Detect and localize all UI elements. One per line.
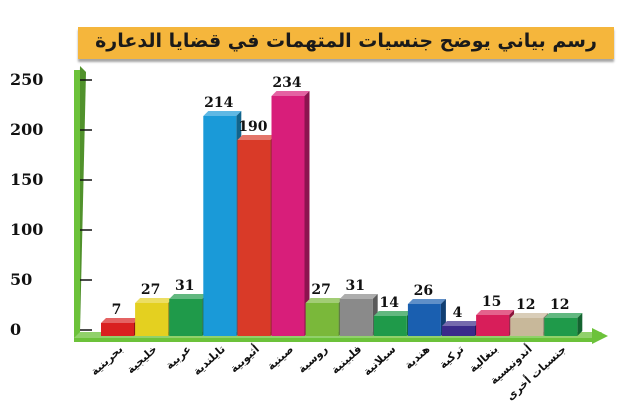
bar	[203, 116, 237, 336]
x-axis	[74, 338, 596, 342]
bar-value-label: 27	[311, 282, 330, 298]
bar-value-label: 190	[238, 119, 267, 135]
y-tick-label: 100	[10, 220, 43, 239]
bar-top	[442, 321, 480, 326]
bar-value-label: 15	[482, 294, 501, 310]
bar-top	[339, 294, 378, 299]
category-label: صينية	[264, 343, 296, 373]
bar	[237, 140, 271, 336]
bar-value-label: 4	[453, 305, 463, 321]
y-tick-label: 200	[10, 120, 43, 139]
bar-top	[237, 135, 276, 140]
bar-value-label: 26	[414, 283, 433, 299]
bar-top	[135, 298, 174, 303]
y-axis	[74, 70, 80, 338]
y-tick-label: 50	[10, 270, 32, 289]
category-label: تركية	[437, 343, 467, 372]
bar-value-label: 31	[175, 278, 194, 294]
bar-side	[577, 313, 583, 336]
category-label: جنسيات أخرى	[503, 342, 569, 403]
bar-value-label: 7	[112, 302, 122, 318]
x-axis-arrow	[592, 328, 608, 344]
bar-value-label: 27	[141, 282, 160, 298]
category-label: هندية	[402, 343, 432, 372]
category-label: فلبينية	[329, 343, 365, 377]
bar-top	[101, 318, 139, 323]
category-label: روسية	[295, 343, 330, 376]
category-label: خليجية	[124, 343, 159, 377]
bar-value-label: 14	[380, 295, 400, 311]
bar-top	[271, 91, 310, 96]
bar-value-label: 12	[550, 297, 569, 313]
bar-side	[304, 91, 310, 336]
bar-top	[476, 310, 515, 315]
bar	[544, 318, 578, 336]
label-layer: 7 بحرينية 27 خليجية 31 عربية 214 تايلندية 190 أثي…	[88, 75, 569, 403]
bar-top	[510, 313, 549, 318]
bar	[442, 326, 475, 336]
y-tick-label: 0	[10, 320, 21, 339]
bar-value-label: 214	[204, 95, 233, 111]
bar-top	[544, 313, 583, 318]
y-tick-label: 250	[10, 70, 43, 89]
bar	[135, 303, 169, 336]
y-tick-label: 150	[10, 170, 43, 189]
category-label: تايلندية	[190, 343, 227, 378]
bar	[407, 304, 441, 336]
bar-value-label: 31	[345, 278, 364, 294]
bar	[101, 323, 134, 336]
bar-value-label: 234	[272, 75, 301, 91]
category-label: عربية	[163, 343, 194, 373]
chart-title-banner: رسم بياني يوضح جنسيات المتهمات في قضايا …	[78, 27, 614, 59]
bar-top	[407, 299, 446, 304]
bar-layer	[101, 91, 583, 336]
bar	[271, 96, 305, 336]
bar-top	[203, 111, 242, 116]
bar	[305, 303, 339, 336]
chart-title: رسم بياني يوضح جنسيات المتهمات في قضايا …	[95, 30, 597, 52]
category-label: بحرينية	[88, 343, 125, 379]
bar	[510, 318, 544, 336]
category-label: سيلانية	[361, 343, 399, 379]
bar-value-label: 12	[516, 297, 535, 313]
bar-top	[305, 298, 344, 303]
bar-top	[373, 311, 412, 316]
bar-top	[169, 294, 208, 299]
bar	[169, 299, 203, 336]
bar	[373, 316, 407, 336]
bar	[339, 299, 373, 336]
category-label: أثيوبية	[227, 342, 262, 376]
bar	[476, 315, 510, 336]
